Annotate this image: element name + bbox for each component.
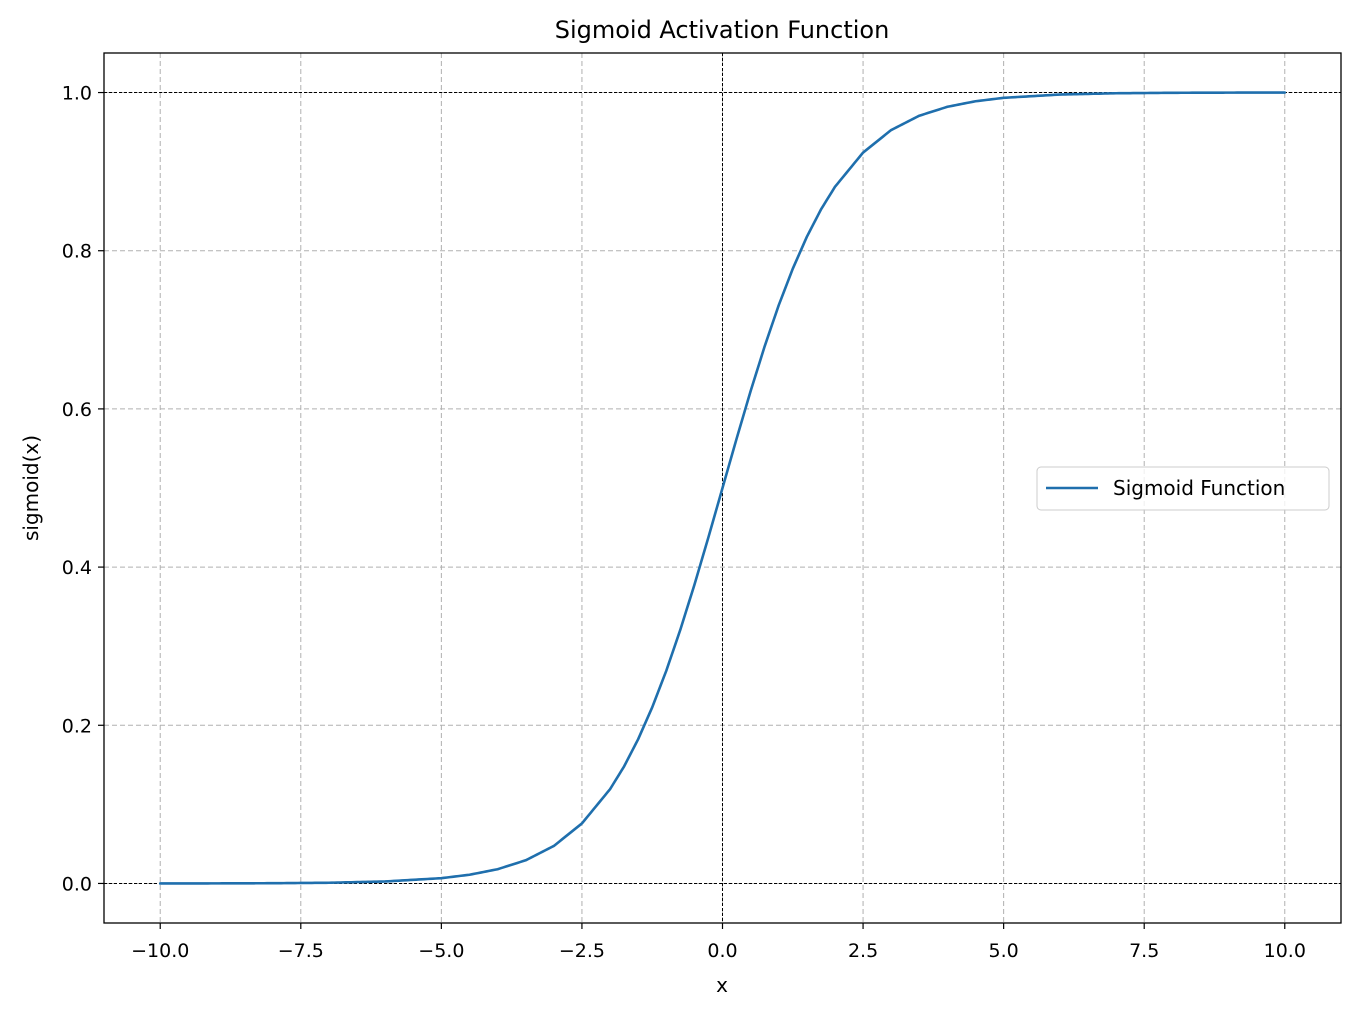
x-tick-label-0: −10.0 — [131, 940, 189, 962]
y-tick-label-3: 0.6 — [62, 399, 92, 421]
chart-title: Sigmoid Activation Function — [555, 16, 890, 44]
y-tick-label-0: 0.0 — [62, 873, 92, 895]
x-tick-label-4: 0.0 — [707, 940, 737, 962]
y-tick-label-2: 0.4 — [62, 557, 92, 579]
x-axis-ticks: −10.0 −7.5 −5.0 −2.5 0.0 2.5 5.0 7.5 10.0 — [131, 923, 1306, 962]
x-tick-label-3: −2.5 — [559, 940, 605, 962]
legend-box — [1036, 466, 1330, 511]
x-tick-label-1: −7.5 — [278, 940, 324, 962]
y-tick-label-5: 1.0 — [62, 83, 92, 105]
series-layer — [158, 91, 1287, 885]
x-axis-label: x — [716, 973, 728, 997]
x-tick-label-5: 2.5 — [848, 940, 878, 962]
y-axis-ticks: 0.0 0.2 0.4 0.6 0.8 1.0 — [62, 83, 104, 895]
y-tick-label-4: 0.8 — [62, 241, 92, 263]
y-tick-label-1: 0.2 — [62, 715, 92, 737]
x-tick-label-6: 5.0 — [989, 940, 1019, 962]
y-axis-label: sigmoid(x) — [19, 435, 43, 541]
legend: Sigmoid Function — [1036, 466, 1330, 511]
x-tick-label-7: 7.5 — [1129, 940, 1159, 962]
legend-label: Sigmoid Function — [1113, 476, 1285, 500]
x-tick-label-8: 10.0 — [1264, 940, 1306, 962]
x-tick-label-2: −5.0 — [418, 940, 464, 962]
series-line-sigmoid — [158, 91, 1287, 885]
